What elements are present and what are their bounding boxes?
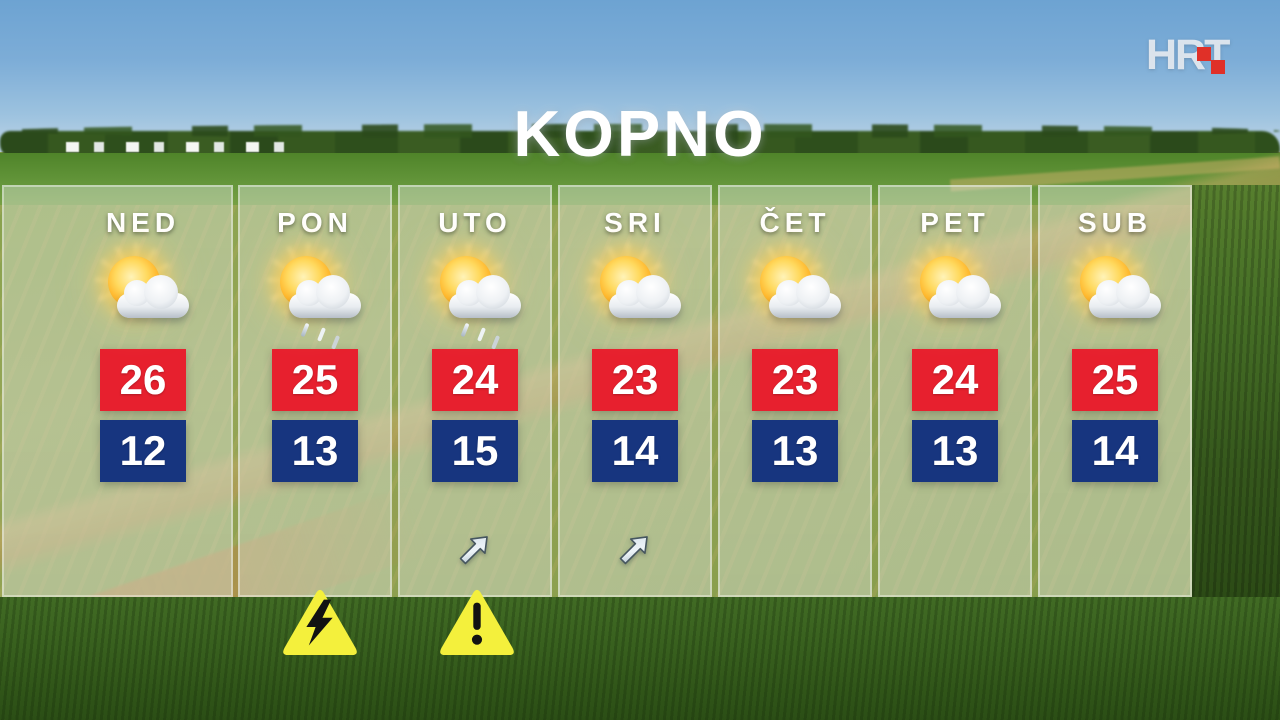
sun-behind-cloud-icon	[1059, 243, 1171, 339]
sun-behind-cloud-icon	[579, 243, 691, 339]
low-temp-value: 13	[931, 427, 979, 474]
day-label: ČET	[759, 207, 831, 238]
day-label: PET	[920, 207, 990, 238]
page-title: KOPNO	[513, 97, 767, 170]
high-temp-value: 23	[611, 356, 659, 403]
day-label: SUB	[1077, 207, 1153, 238]
low-temp-box: 13	[272, 420, 358, 482]
forecast-column-pet: PET 24 13	[878, 185, 1032, 597]
high-temp-box: 23	[592, 349, 678, 411]
cloud	[769, 275, 841, 318]
low-temp-box: 14	[1072, 420, 1158, 482]
forecast-column-sri: SRI 23 14	[558, 185, 712, 597]
cloud	[289, 275, 361, 318]
high-temp-value: 26	[119, 356, 167, 403]
high-temp-value: 25	[291, 356, 339, 403]
low-temp-value: 14	[611, 427, 659, 474]
logo-red-square-icon	[1211, 60, 1225, 74]
horizon-buildings	[66, 142, 296, 152]
forecast-column-uto: UTO 24 15	[398, 185, 552, 597]
high-temp-value: 24	[931, 356, 979, 403]
high-temp-box: 25	[272, 349, 358, 411]
day-label: SRI	[604, 207, 666, 238]
low-temp-box: 14	[592, 420, 678, 482]
low-temp-value: 13	[291, 427, 339, 474]
forecast-column-sub: SUB 25 14	[1038, 185, 1192, 597]
forecast-column-ned: NED 26 12	[2, 185, 233, 597]
sun-behind-cloud-icon	[739, 243, 851, 339]
sun-behind-cloud-icon	[87, 243, 199, 339]
sun-behind-cloud-icon	[899, 243, 1011, 339]
high-temp-box: 24	[912, 349, 998, 411]
high-temp-box: 24	[432, 349, 518, 411]
high-temp-box: 26	[100, 349, 186, 411]
forecast-column-cet: ČET 23 13	[718, 185, 872, 597]
grass-foreground	[0, 597, 1280, 720]
dark-field-right	[1192, 185, 1280, 597]
thunderstorm-warning-icon	[281, 587, 359, 656]
low-temp-value: 12	[119, 427, 167, 474]
wind-direction-arrow-icon	[613, 527, 657, 571]
forecast-column-pon: PON 25 13	[238, 185, 392, 597]
high-temp-value: 23	[771, 356, 819, 403]
hrt-logo: HRT	[1146, 31, 1242, 81]
low-temp-value: 15	[451, 427, 499, 474]
general-warning-icon	[438, 587, 516, 656]
day-label: UTO	[438, 207, 512, 238]
high-temp-value: 24	[451, 356, 499, 403]
sun-cloud-rain-icon	[419, 243, 531, 341]
cloud	[609, 275, 681, 318]
high-temp-box: 23	[752, 349, 838, 411]
low-temp-value: 14	[1091, 427, 1139, 474]
rain-drops	[463, 323, 515, 341]
high-temp-box: 25	[1072, 349, 1158, 411]
high-temp-value: 25	[1091, 356, 1139, 403]
low-temp-value: 13	[771, 427, 819, 474]
wind-direction-arrow-icon	[453, 527, 497, 571]
low-temp-box: 13	[912, 420, 998, 482]
rain-drops	[303, 323, 355, 341]
day-label: PON	[277, 207, 353, 238]
sun-cloud-rain-icon	[259, 243, 371, 341]
day-label: NED	[105, 207, 181, 238]
low-temp-box: 15	[432, 420, 518, 482]
logo-red-square-icon	[1197, 47, 1211, 61]
low-temp-box: 12	[100, 420, 186, 482]
cloud	[1089, 275, 1161, 318]
cloud	[117, 275, 189, 318]
cloud	[449, 275, 521, 318]
cloud	[929, 275, 1001, 318]
low-temp-box: 13	[752, 420, 838, 482]
